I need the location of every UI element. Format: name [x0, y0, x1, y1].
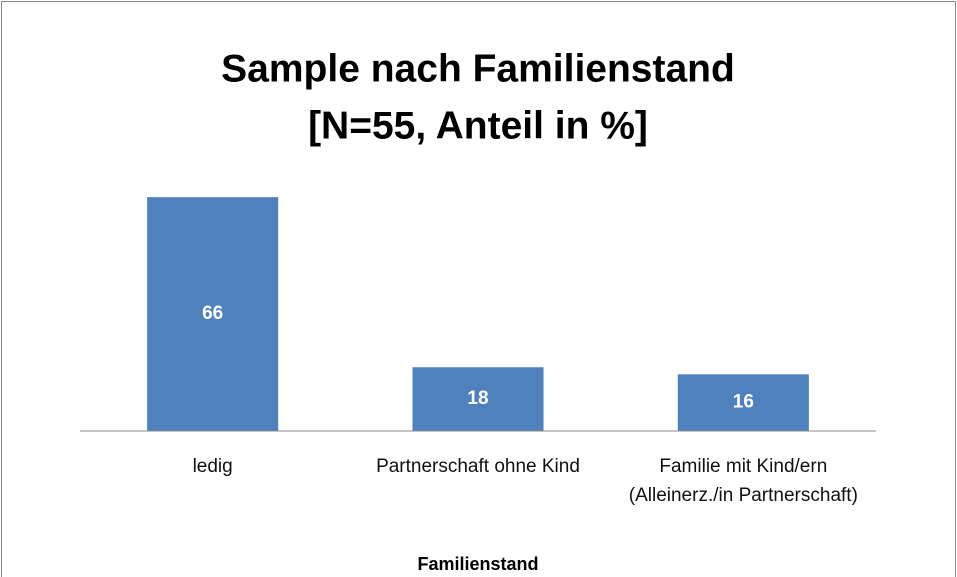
chart-title: [N=55, Anteil in %]	[308, 104, 648, 147]
x-tick-label: Familie mit Kind/ern (Alleinerz./in Part…	[628, 456, 858, 506]
data-label: 18	[467, 388, 488, 409]
data-label: 16	[733, 392, 754, 413]
bar	[677, 374, 809, 431]
x-tick-label: ledig	[192, 456, 233, 477]
chart-title: Sample nach Familienstand	[221, 47, 735, 90]
x-axis-title: Familienstand	[417, 554, 538, 574]
bar	[412, 367, 544, 431]
x-tick-label: Partnerschaft ohne Kind	[376, 456, 580, 477]
data-label: 66	[202, 303, 223, 324]
bar	[147, 197, 279, 431]
